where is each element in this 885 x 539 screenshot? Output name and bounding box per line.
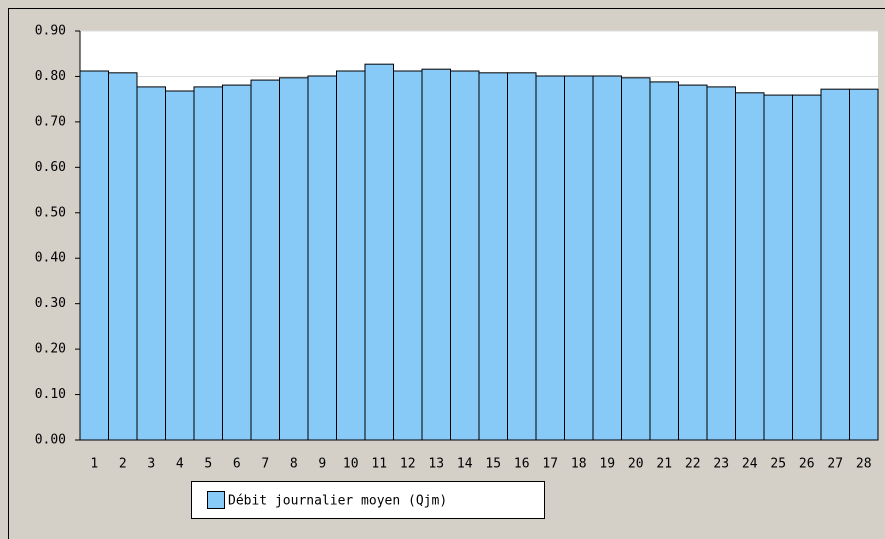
- bar: [706, 86, 736, 441]
- x-tick-label: 22: [685, 457, 701, 472]
- x-tick-label: 24: [742, 457, 758, 472]
- x-tick-label: 7: [261, 457, 269, 472]
- y-tick-label: 0.30: [35, 296, 66, 311]
- x-tick-label: 27: [827, 457, 843, 472]
- bar: [507, 72, 537, 441]
- x-tick-label: 3: [147, 457, 155, 472]
- bar: [108, 72, 138, 441]
- bar: [763, 94, 793, 441]
- x-tick-label: 6: [233, 457, 241, 472]
- bar: [364, 63, 394, 441]
- y-tick-label: 0.90: [35, 24, 66, 39]
- x-tick-label: 28: [856, 457, 872, 472]
- bar: [678, 84, 708, 441]
- bar: [307, 75, 337, 441]
- y-tick-label: 0.20: [35, 342, 66, 357]
- bar: [222, 84, 252, 441]
- bar: [193, 86, 223, 441]
- x-tick-label: 10: [343, 457, 359, 472]
- x-tick-label: 20: [628, 457, 644, 472]
- y-tick-label: 0.80: [35, 69, 66, 84]
- y-tick-label: 0.40: [35, 251, 66, 266]
- x-tick-label: 12: [400, 457, 416, 472]
- bar: [592, 75, 622, 441]
- x-tick-label: 8: [290, 457, 298, 472]
- y-tick-label: 0.70: [35, 114, 66, 129]
- x-tick-label: 21: [656, 457, 672, 472]
- y-tick-label: 0.50: [35, 205, 66, 220]
- bar: [792, 94, 822, 441]
- bar: [136, 86, 166, 441]
- x-tick-label: 2: [119, 457, 127, 472]
- bar: [336, 70, 366, 441]
- x-tick-label: 4: [176, 457, 184, 472]
- x-tick-label: 18: [571, 457, 587, 472]
- y-tick-label: 0.10: [35, 387, 66, 402]
- x-tick-label: 14: [457, 457, 473, 472]
- y-tick-label: 0.00: [35, 433, 66, 448]
- bar: [250, 79, 280, 441]
- legend-swatch: [207, 491, 225, 509]
- x-tick-label: 5: [204, 457, 212, 472]
- x-tick-label: 15: [485, 457, 501, 472]
- x-tick-label: 26: [799, 457, 815, 472]
- bar: [564, 75, 594, 441]
- bar: [649, 81, 679, 441]
- x-tick-label: 9: [318, 457, 326, 472]
- x-tick-label: 11: [371, 457, 387, 472]
- x-tick-label: 25: [770, 457, 786, 472]
- x-tick-label: 19: [599, 457, 615, 472]
- bar: [820, 88, 850, 441]
- x-tick-label: 13: [428, 457, 444, 472]
- x-tick-label: 17: [542, 457, 558, 472]
- bar: [535, 75, 565, 441]
- bar: [735, 92, 765, 441]
- bar: [450, 70, 480, 441]
- x-tick-label: 16: [514, 457, 530, 472]
- bar: [279, 77, 309, 441]
- bar: [421, 68, 451, 441]
- bar: [478, 72, 508, 441]
- bar: [621, 77, 651, 441]
- bar: [849, 88, 879, 441]
- y-tick-label: 0.60: [35, 160, 66, 175]
- x-tick-label: 23: [713, 457, 729, 472]
- legend-label: Débit journalier moyen (Qjm): [228, 494, 447, 509]
- bar: [165, 90, 195, 441]
- bar: [79, 70, 109, 441]
- bar: [393, 70, 423, 441]
- x-tick-label: 1: [90, 457, 98, 472]
- legend-box: [191, 481, 545, 519]
